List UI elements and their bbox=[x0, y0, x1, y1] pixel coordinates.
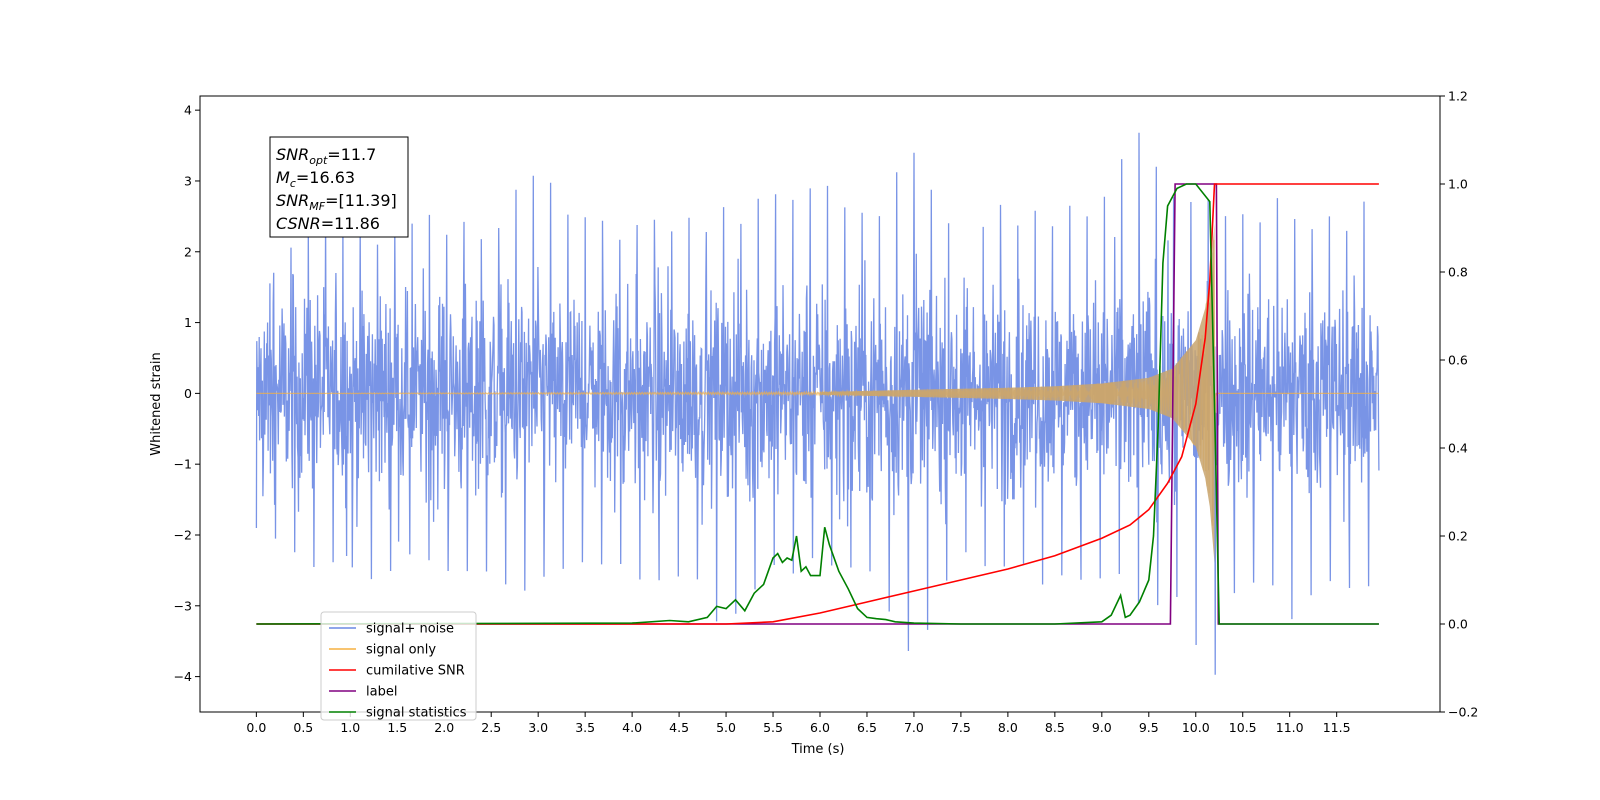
x-tick-label: 8.5 bbox=[1045, 720, 1065, 735]
y-axis-left: −4 −3 −2 −1 0 1 2 3 4 bbox=[174, 103, 200, 684]
signal-only-series bbox=[256, 223, 1379, 564]
legend-item-label: signal+ noise bbox=[366, 622, 454, 637]
y-right-tick-label: 1.0 bbox=[1448, 177, 1468, 192]
legend-item-label: signal only bbox=[366, 643, 436, 658]
y-left-tick-label: 4 bbox=[184, 103, 192, 118]
series-cumilative-snr bbox=[256, 183, 1379, 625]
x-tick-label: 6.5 bbox=[857, 720, 877, 735]
y-left-tick-label: −1 bbox=[174, 457, 192, 472]
x-tick-label: 3.0 bbox=[528, 720, 548, 735]
x-tick-label: 4.0 bbox=[622, 720, 642, 735]
x-tick-label: 5.0 bbox=[716, 720, 736, 735]
y-left-tick-label: −2 bbox=[174, 527, 192, 542]
legend-item-label: signal statistics bbox=[366, 706, 467, 721]
x-tick-label: 10.0 bbox=[1182, 720, 1210, 735]
legend: signal+ noise signal only cumilative SNR la… bbox=[320, 611, 477, 721]
x-tick-label: 7.5 bbox=[951, 720, 971, 735]
series-signal-statistics bbox=[256, 183, 1379, 625]
x-tick-label: 2.0 bbox=[434, 720, 454, 735]
y-axis-label: Whitened strain bbox=[149, 352, 164, 455]
annotation-box: SNRopt=11.7Mc=16.63SNRMF=[11.39]CSNR=11.… bbox=[269, 136, 409, 238]
annotation-line: SNRopt=11.7 bbox=[276, 145, 376, 167]
y-left-tick-label: −4 bbox=[174, 669, 192, 684]
legend-item-label: cumilative SNR bbox=[366, 664, 465, 679]
x-axis: 0.0 0.5 1.0 1.5 2.0 2.5 3.0 3.5 4.0 4.5 5.0 5.5 6.0 6… bbox=[246, 712, 1351, 735]
x-tick-label: 5.5 bbox=[763, 720, 783, 735]
y-axis-right: −0.2 0.0 0.2 0.4 0.6 0.8 1.0 1.2 bbox=[1440, 89, 1478, 720]
y-right-tick-label: 0.0 bbox=[1448, 617, 1468, 632]
annotation-line: Mc=16.63 bbox=[276, 168, 355, 190]
signal-envelope bbox=[820, 223, 1215, 564]
x-tick-label: 9.5 bbox=[1139, 720, 1159, 735]
x-axis-label: Time (s) bbox=[791, 742, 845, 757]
y-right-tick-label: 0.8 bbox=[1448, 265, 1468, 280]
right-axis-series bbox=[256, 183, 1379, 625]
x-tick-label: 1.0 bbox=[340, 720, 360, 735]
y-left-tick-label: 1 bbox=[184, 315, 192, 330]
legend-item-label: label bbox=[366, 685, 397, 700]
x-tick-label: 10.5 bbox=[1229, 720, 1257, 735]
x-tick-label: 3.5 bbox=[575, 720, 595, 735]
y-right-tick-label: 0.6 bbox=[1448, 353, 1468, 368]
x-tick-label: 6.0 bbox=[810, 720, 830, 735]
x-tick-label: 0.5 bbox=[293, 720, 313, 735]
x-tick-label: 2.5 bbox=[481, 720, 501, 735]
y-left-tick-label: 0 bbox=[184, 386, 192, 401]
y-left-tick-label: 3 bbox=[184, 173, 192, 188]
x-tick-label: 11.0 bbox=[1276, 720, 1304, 735]
x-tick-label: 7.0 bbox=[904, 720, 924, 735]
annotation-line: CSNR=11.86 bbox=[276, 214, 380, 233]
x-tick-label: 0.0 bbox=[246, 720, 266, 735]
annotation-frame bbox=[269, 136, 409, 238]
x-tick-label: 9.0 bbox=[1092, 720, 1112, 735]
y-left-tick-label: −3 bbox=[174, 598, 192, 613]
x-tick-label: 8.0 bbox=[998, 720, 1018, 735]
x-tick-label: 11.5 bbox=[1323, 720, 1351, 735]
y-right-tick-label: −0.2 bbox=[1448, 705, 1478, 720]
x-tick-label: 4.5 bbox=[669, 720, 689, 735]
x-tick-label: 1.5 bbox=[387, 720, 407, 735]
y-right-tick-label: 0.2 bbox=[1448, 529, 1468, 544]
annotation-line: SNRMF=[11.39] bbox=[276, 191, 397, 213]
y-right-tick-label: 1.2 bbox=[1448, 89, 1468, 104]
legend-frame bbox=[320, 611, 477, 721]
y-left-tick-label: 2 bbox=[184, 244, 192, 259]
y-right-tick-label: 0.4 bbox=[1448, 441, 1468, 456]
